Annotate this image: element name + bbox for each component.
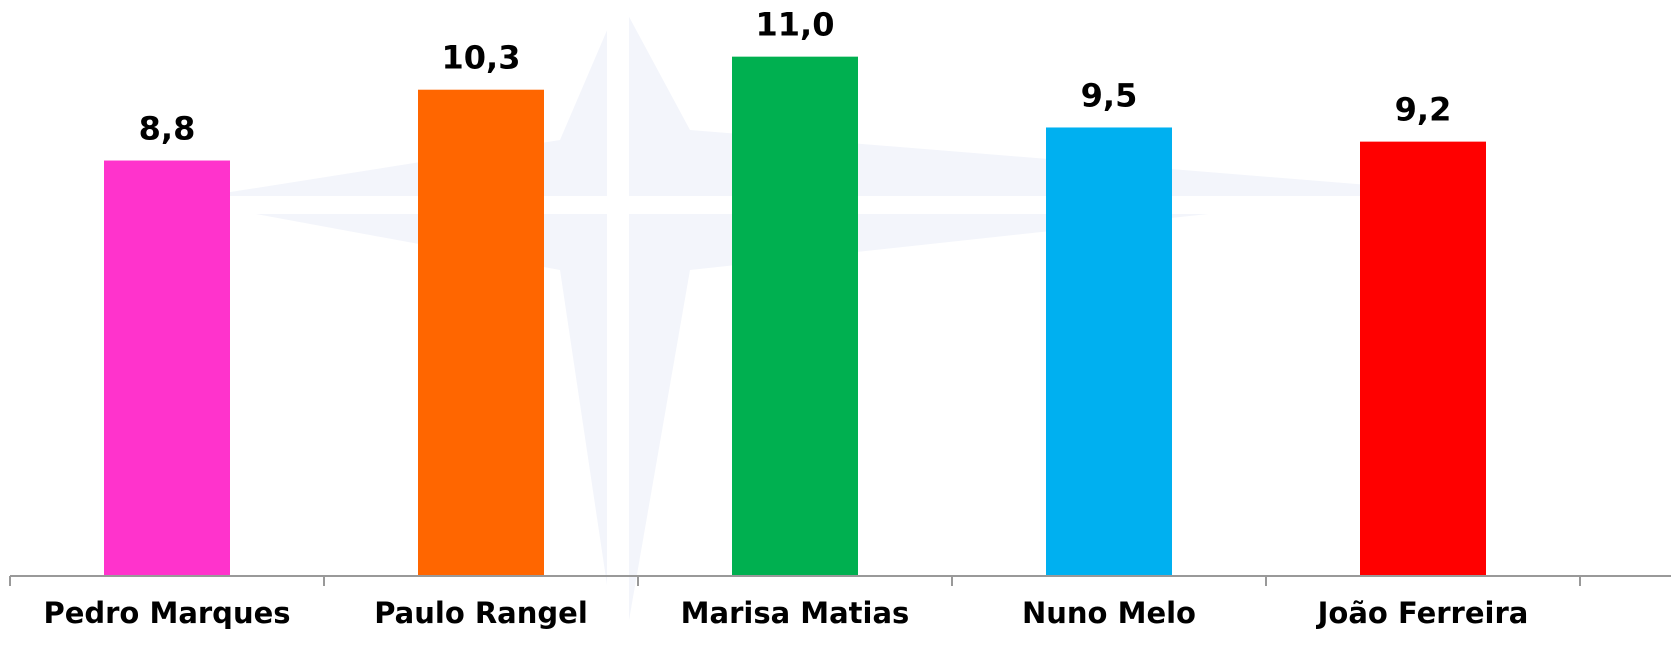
bar [732,56,858,576]
x-tick-label: Pedro Marques [43,596,290,630]
x-tick-label: Paulo Rangel [374,596,588,630]
bar [104,160,230,576]
x-tick-label: João Ferreira [1316,596,1529,630]
bar [418,89,544,576]
watermark-stripe [607,0,629,672]
x-tick-label: Nuno Melo [1022,596,1196,630]
x-tick-label: Marisa Matias [681,596,910,630]
value-label: 10,3 [442,39,521,77]
value-label: 11,0 [756,6,835,44]
value-label: 9,5 [1081,76,1138,114]
bar [1360,141,1486,576]
bar [1046,127,1172,577]
value-label: 9,2 [1395,91,1452,129]
value-label: 8,8 [139,110,196,148]
